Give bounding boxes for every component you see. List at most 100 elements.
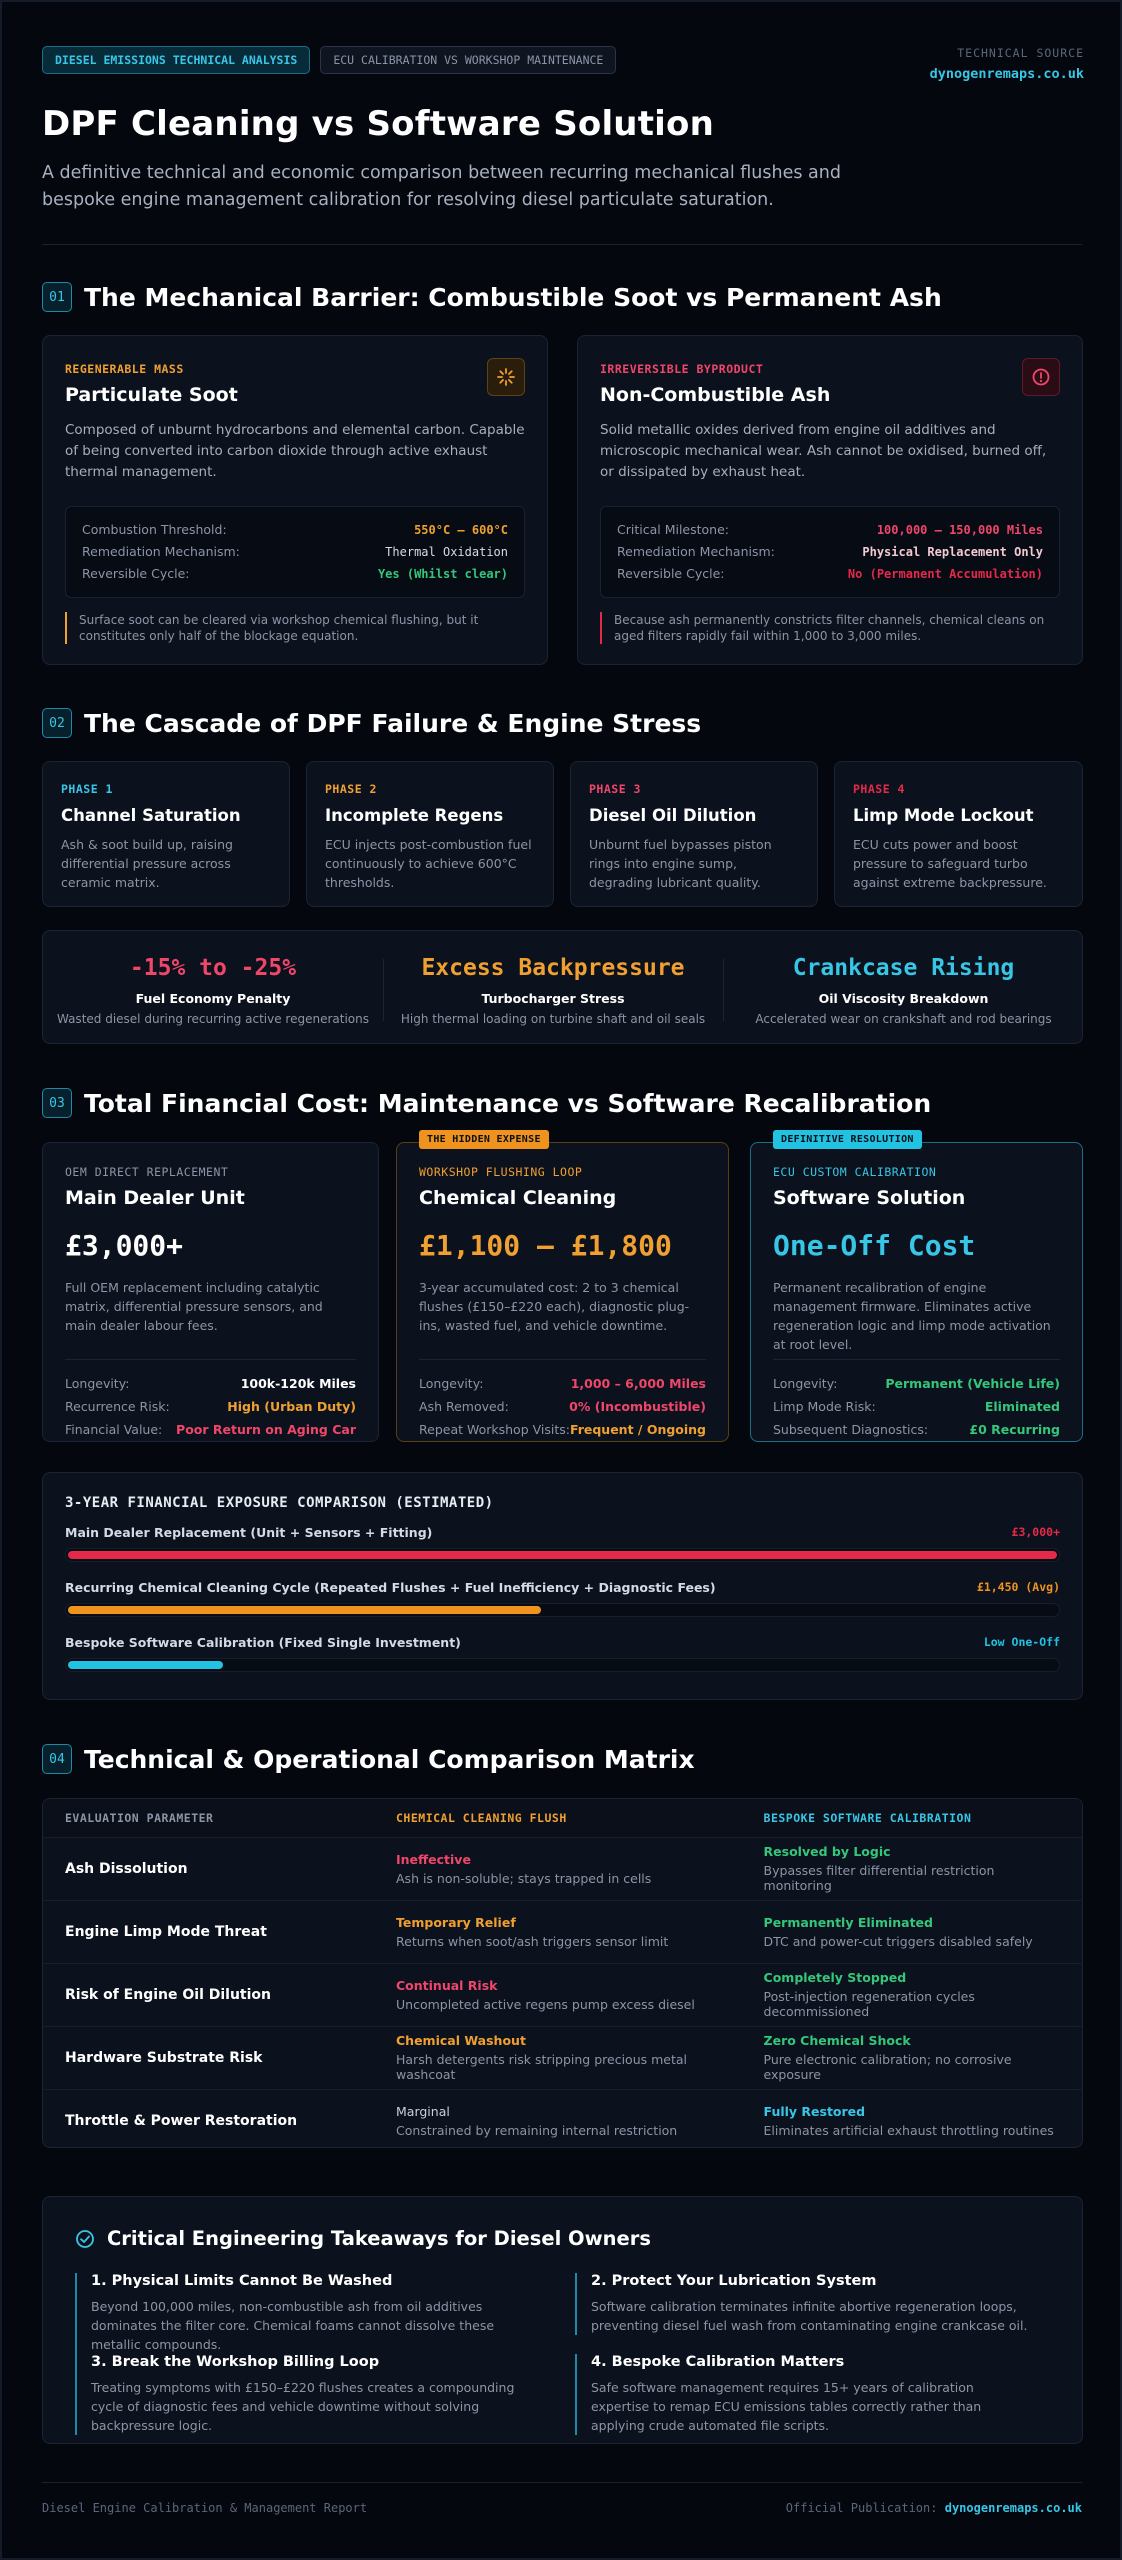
bar-fill bbox=[68, 1661, 223, 1669]
phase-body: Ash & soot build up, raising differentia… bbox=[61, 837, 233, 890]
ash-card: IRREVERSIBLE BYPRODUCT Non-Combustible A… bbox=[577, 335, 1083, 665]
card-title: Main Dealer Unit bbox=[65, 1187, 245, 1209]
stat-value: Crankcase Rising bbox=[792, 955, 1015, 981]
phase-label: PHASE 2 bbox=[325, 782, 377, 796]
bar-fill bbox=[68, 1551, 1057, 1559]
exposure-bar-row: Bespoke Software Calibration (Fixed Sing… bbox=[65, 1635, 1060, 1672]
row-software: Completely Stopped Post-injection regener… bbox=[741, 1962, 1082, 2026]
phase-1-card: PHASE 1 Channel Saturation Ash & soot bu… bbox=[42, 761, 290, 907]
phase-4-card: PHASE 4 Limp Mode Lockout ECU cuts power… bbox=[834, 761, 1083, 907]
card-metrics: Longevity: 100k-120k Miles Recurrence Ris… bbox=[65, 1359, 356, 1441]
stat-divider bbox=[723, 959, 724, 1021]
section-title: The Cascade of DPF Failure & Engine Stre… bbox=[84, 708, 702, 738]
hidden-expense-tag: THE HIDDEN EXPENSE bbox=[419, 1130, 549, 1149]
ash-body: Solid metallic oxides derived from engin… bbox=[600, 422, 1047, 480]
row-parameter: Throttle & Power Restoration bbox=[43, 2088, 374, 2147]
footer-left: Diesel Engine Calibration & Management R… bbox=[42, 2501, 368, 2515]
stat-desc: High thermal loading on turbine shaft an… bbox=[400, 1012, 706, 1026]
takeaway-2: 2. Protect Your Lubrication System Softw… bbox=[575, 2273, 1035, 2335]
card-price: One-Off Cost bbox=[773, 1229, 976, 1262]
technical-source: TECHNICAL SOURCE dynogenremaps.co.uk bbox=[930, 46, 1084, 82]
card-eyebrow: WORKSHOP FLUSHING LOOP bbox=[419, 1165, 583, 1179]
stat-crankcase: Crankcase Rising Oil Viscosity Breakdown… bbox=[723, 955, 1084, 1026]
phase-title: Incomplete Regens bbox=[325, 806, 504, 825]
exposure-bar-row: Recurring Chemical Cleaning Cycle (Repea… bbox=[65, 1580, 1060, 1617]
row-software: Fully Restored Eliminates artificial exha… bbox=[741, 2088, 1082, 2147]
section-title: Total Financial Cost: Maintenance vs Sof… bbox=[84, 1088, 932, 1118]
section-1-heading: 01 The Mechanical Barrier: Combustible S… bbox=[42, 282, 942, 312]
ash-note: Because ash permanently constricts filte… bbox=[600, 612, 1060, 644]
stat-title: Fuel Economy Penalty bbox=[135, 991, 291, 1006]
row-parameter: Ash Dissolution bbox=[43, 1836, 374, 1900]
stat-value: -15% to -25% bbox=[129, 955, 297, 981]
spec-row: Remediation Mechanism: Thermal Oxidation bbox=[82, 544, 508, 559]
phase-label: PHASE 4 bbox=[853, 782, 905, 796]
phase-label: PHASE 3 bbox=[589, 782, 641, 796]
spec-row: Remediation Mechanism: Physical Replaceme… bbox=[617, 544, 1043, 559]
row-chemical: Temporary Relief Returns when soot/ash tr… bbox=[374, 1899, 742, 1963]
matrix-body: Ash Dissolution Ineffective Ash is non-sol… bbox=[43, 1836, 1082, 2147]
sun-burst-icon bbox=[487, 358, 525, 396]
bar-track bbox=[65, 1548, 1060, 1562]
takeaways-panel: Critical Engineering Takeaways for Diese… bbox=[42, 2196, 1083, 2444]
page-lead: A definitive technical and economic comp… bbox=[42, 163, 841, 210]
section-number: 03 bbox=[42, 1088, 72, 1118]
takeaways-heading: Critical Engineering Takeaways for Diese… bbox=[75, 2227, 651, 2250]
exposure-title: 3-YEAR FINANCIAL EXPOSURE COMPARISON (ES… bbox=[65, 1495, 494, 1511]
stat-divider bbox=[383, 959, 384, 1021]
section-number: 04 bbox=[42, 1744, 72, 1774]
section-title: Technical & Operational Comparison Matri… bbox=[84, 1744, 695, 1774]
header-tags: DIESEL EMISSIONS TECHNICAL ANALYSIS ECU C… bbox=[42, 46, 1084, 74]
impact-stats-panel: -15% to -25% Fuel Economy Penalty Wasted… bbox=[42, 930, 1083, 1044]
soot-spec-table: Combustion Threshold: 550°C – 600°C Remed… bbox=[65, 506, 525, 598]
footer-link[interactable]: dynogenremaps.co.uk bbox=[944, 2501, 1082, 2515]
stat-value: Excess Backpressure bbox=[421, 955, 685, 981]
row-software: Zero Chemical Shock Pure electronic calib… bbox=[741, 2025, 1082, 2089]
soot-card: REGENERABLE MASS Particulate Soot Compos… bbox=[42, 335, 548, 665]
phase-body: ECU cuts power and boost pressure to saf… bbox=[853, 837, 1047, 890]
section-number: 02 bbox=[42, 708, 72, 738]
row-chemical: Chemical Washout Harsh detergents risk st… bbox=[374, 2025, 742, 2089]
phase-title: Diesel Oil Dilution bbox=[589, 806, 757, 825]
table-row: Throttle & Power Restoration Marginal Cons… bbox=[43, 2088, 1082, 2147]
section-4-heading: 04 Technical & Operational Comparison Ma… bbox=[42, 1744, 695, 1774]
takeaway-1: 1. Physical Limits Cannot Be Washed Beyo… bbox=[75, 2273, 535, 2354]
stat-desc: Accelerated wear on crankshaft and rod b… bbox=[755, 1012, 1052, 1026]
soot-note: Surface soot can be cleared via workshop… bbox=[65, 612, 525, 644]
card-body: Permanent recalibration of engine manage… bbox=[773, 1280, 1051, 1352]
bar-track bbox=[65, 1658, 1060, 1672]
row-chemical: Continual Risk Uncompleted active regens … bbox=[374, 1962, 742, 2026]
ash-eyebrow: IRREVERSIBLE BYPRODUCT bbox=[600, 362, 764, 376]
card-title: Software Solution bbox=[773, 1187, 966, 1209]
header-parameter: EVALUATION PARAMETER bbox=[65, 1810, 214, 1825]
card-title: Chemical Cleaning bbox=[419, 1187, 617, 1209]
row-chemical: Ineffective Ash is non-soluble; stays tra… bbox=[374, 1836, 742, 1900]
source-link[interactable]: dynogenremaps.co.uk bbox=[929, 66, 1084, 82]
soot-eyebrow: REGENERABLE MASS bbox=[65, 362, 184, 376]
ash-spec-table: Critical Milestone: 100,000 – 150,000 Mil… bbox=[600, 506, 1060, 598]
spec-row: Reversible Cycle: No (Permanent Accumulat… bbox=[617, 566, 1043, 581]
card-price: £1,100 – £1,800 bbox=[419, 1229, 672, 1262]
card-body: Full OEM replacement including catalytic… bbox=[65, 1280, 323, 1333]
card-eyebrow: OEM DIRECT REPLACEMENT bbox=[65, 1165, 229, 1179]
table-row: Hardware Substrate Risk Chemical Washout H… bbox=[43, 2025, 1082, 2089]
footer: Diesel Engine Calibration & Management R… bbox=[42, 2501, 1082, 2515]
table-row: Engine Limp Mode Threat Temporary Relief R… bbox=[43, 1899, 1082, 1963]
definitive-resolution-tag: DEFINITIVE RESOLUTION bbox=[773, 1130, 922, 1149]
check-circle-icon bbox=[76, 2229, 94, 2248]
row-parameter: Engine Limp Mode Threat bbox=[43, 1899, 374, 1963]
bar-label: Bespoke Software Calibration (Fixed Sing… bbox=[65, 1635, 461, 1650]
takeaway-3: 3. Break the Workshop Billing Loop Treat… bbox=[75, 2354, 535, 2435]
card-price: £3,000+ bbox=[65, 1229, 184, 1262]
section-2-heading: 02 The Cascade of DPF Failure & Engine S… bbox=[42, 708, 701, 738]
soot-body: Composed of unburnt hydrocarbons and ele… bbox=[65, 422, 525, 480]
card-metrics: Longevity: Permanent (Vehicle Life) Limp … bbox=[773, 1359, 1060, 1441]
bar-fill bbox=[68, 1606, 541, 1614]
phase-label: PHASE 1 bbox=[61, 782, 113, 796]
card-eyebrow: ECU CUSTOM CALIBRATION bbox=[773, 1165, 937, 1179]
row-software: Permanently Eliminated DTC and power-cut … bbox=[741, 1899, 1082, 1963]
table-row: Ash Dissolution Ineffective Ash is non-sol… bbox=[43, 1836, 1082, 1900]
section-number: 01 bbox=[42, 282, 72, 312]
row-software: Resolved by Logic Bypasses filter differe… bbox=[741, 1836, 1082, 1900]
